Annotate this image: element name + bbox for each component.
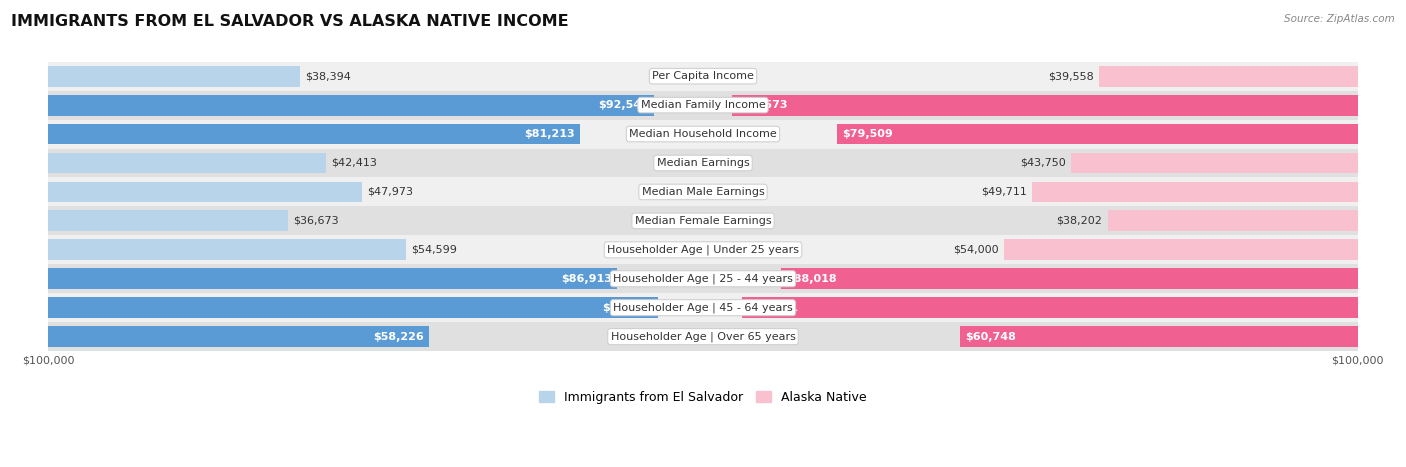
Text: $92,545: $92,545: [598, 100, 650, 110]
Text: $54,000: $54,000: [953, 245, 998, 255]
Text: Median Female Earnings: Median Female Earnings: [634, 216, 772, 226]
Bar: [48, 66, 299, 86]
Bar: [837, 124, 1358, 144]
Text: $60,748: $60,748: [966, 332, 1017, 342]
Text: $54,599: $54,599: [411, 245, 457, 255]
Text: Median Male Earnings: Median Male Earnings: [641, 187, 765, 197]
Bar: [48, 264, 1358, 293]
Bar: [1004, 240, 1358, 260]
Text: $93,991: $93,991: [748, 303, 799, 313]
Legend: Immigrants from El Salvador, Alaska Native: Immigrants from El Salvador, Alaska Nati…: [534, 386, 872, 409]
Text: $95,573: $95,573: [737, 100, 787, 110]
Bar: [1032, 182, 1358, 202]
Bar: [1071, 153, 1358, 173]
Bar: [48, 297, 658, 318]
Text: $49,711: $49,711: [981, 187, 1026, 197]
Text: $38,394: $38,394: [305, 71, 350, 81]
Text: $47,973: $47,973: [367, 187, 413, 197]
Text: $86,913: $86,913: [561, 274, 612, 284]
Bar: [48, 235, 1358, 264]
Bar: [48, 269, 617, 289]
Text: $36,673: $36,673: [294, 216, 339, 226]
Text: Householder Age | Under 25 years: Householder Age | Under 25 years: [607, 245, 799, 255]
Text: $42,413: $42,413: [332, 158, 377, 168]
Bar: [960, 326, 1358, 347]
Bar: [48, 95, 654, 115]
Bar: [48, 120, 1358, 149]
Bar: [48, 91, 1358, 120]
Bar: [48, 124, 581, 144]
Text: $43,750: $43,750: [1021, 158, 1066, 168]
Bar: [1108, 211, 1358, 231]
Text: $58,226: $58,226: [374, 332, 425, 342]
Bar: [48, 182, 363, 202]
Text: Median Household Income: Median Household Income: [628, 129, 778, 139]
Text: Per Capita Income: Per Capita Income: [652, 71, 754, 81]
Bar: [782, 269, 1358, 289]
Bar: [48, 177, 1358, 206]
Text: $81,213: $81,213: [524, 129, 575, 139]
Text: $79,509: $79,509: [842, 129, 893, 139]
Bar: [48, 326, 429, 347]
Text: Householder Age | 45 - 64 years: Householder Age | 45 - 64 years: [613, 303, 793, 313]
Bar: [48, 293, 1358, 322]
Text: Median Earnings: Median Earnings: [657, 158, 749, 168]
Bar: [48, 149, 1358, 177]
Text: Householder Age | 25 - 44 years: Householder Age | 25 - 44 years: [613, 274, 793, 284]
Text: IMMIGRANTS FROM EL SALVADOR VS ALASKA NATIVE INCOME: IMMIGRANTS FROM EL SALVADOR VS ALASKA NA…: [11, 14, 569, 29]
Bar: [48, 240, 406, 260]
Text: $39,558: $39,558: [1047, 71, 1094, 81]
Bar: [48, 62, 1358, 91]
Bar: [742, 297, 1358, 318]
Text: $93,176: $93,176: [602, 303, 652, 313]
Bar: [733, 95, 1358, 115]
Text: Median Family Income: Median Family Income: [641, 100, 765, 110]
Text: $38,202: $38,202: [1056, 216, 1102, 226]
Bar: [48, 322, 1358, 351]
Bar: [48, 206, 1358, 235]
Bar: [48, 211, 288, 231]
Bar: [1098, 66, 1358, 86]
Text: Householder Age | Over 65 years: Householder Age | Over 65 years: [610, 332, 796, 342]
Text: $88,018: $88,018: [787, 274, 838, 284]
Bar: [48, 153, 326, 173]
Text: Source: ZipAtlas.com: Source: ZipAtlas.com: [1284, 14, 1395, 24]
